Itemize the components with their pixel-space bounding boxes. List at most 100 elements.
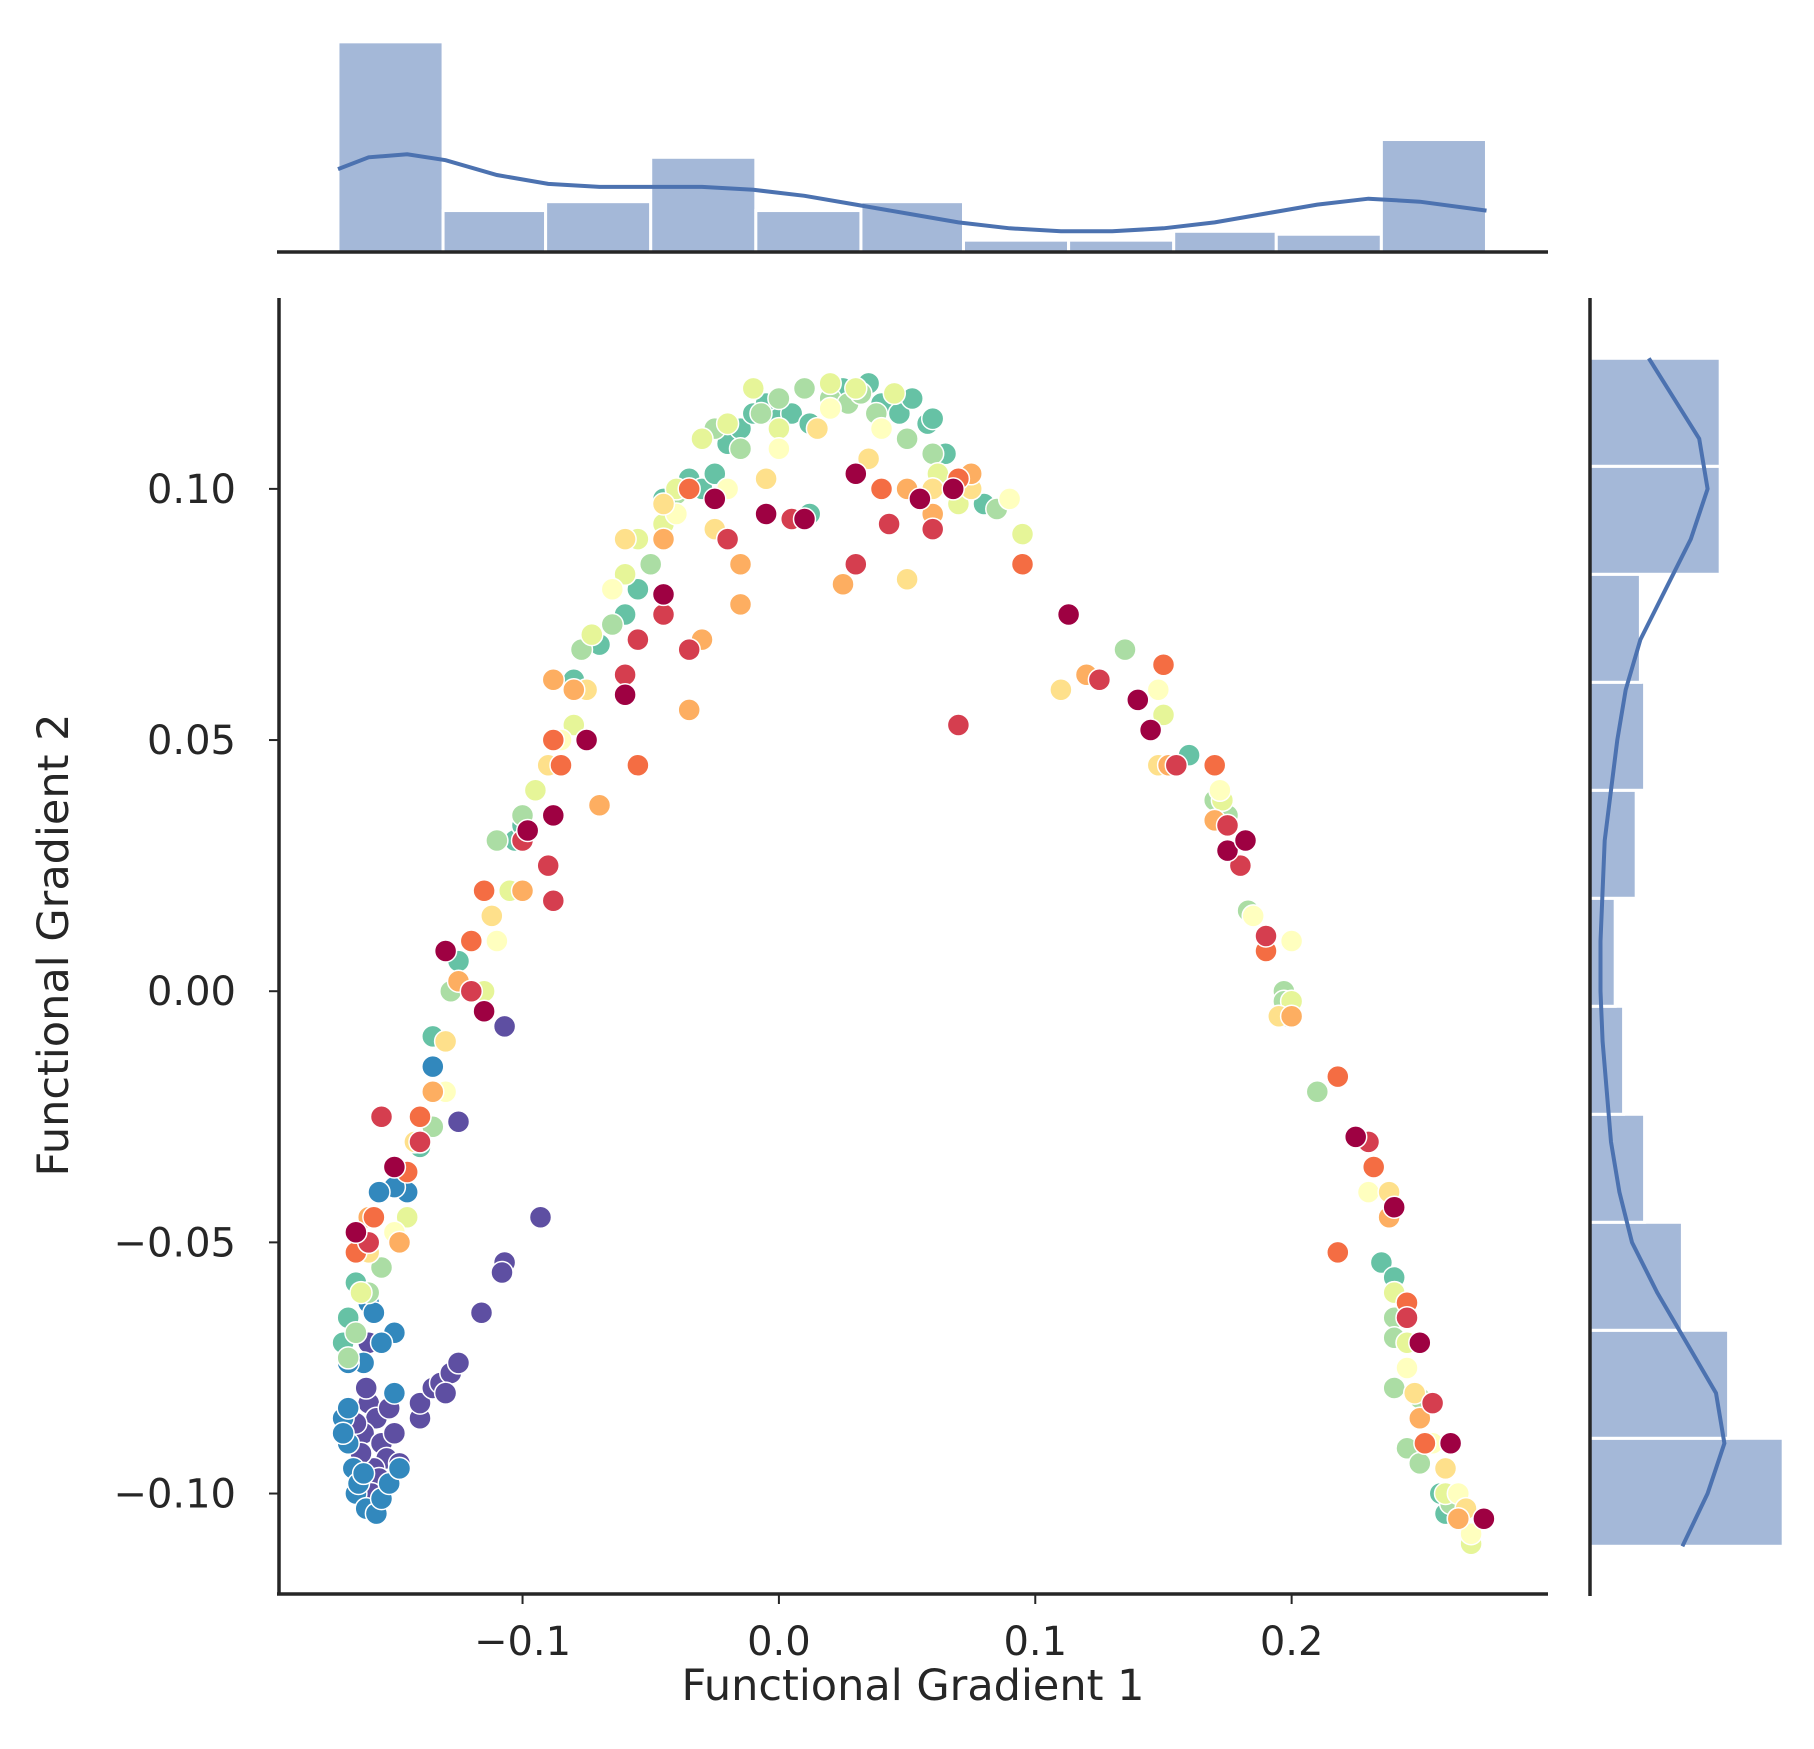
y-tick-label: 0.00 [147, 969, 236, 1015]
scatter-point [1233, 828, 1258, 853]
scatter-point [549, 753, 573, 777]
scatter-point [395, 1205, 419, 1230]
scatter-point [472, 878, 496, 903]
scatter-point [920, 517, 945, 541]
scatter-point [613, 662, 637, 687]
scatter-point [626, 627, 650, 652]
scatter-point [1279, 929, 1304, 953]
scatter-point [844, 462, 868, 486]
scatter-point [485, 828, 509, 853]
scatter-point [941, 477, 965, 501]
scatter-point [459, 979, 484, 1003]
x-tick-labels: −0.1 0.0 0.1 0.2 [474, 1594, 1323, 1665]
scatter-point [433, 939, 458, 963]
scatter-point [613, 562, 637, 587]
scatter-point [715, 411, 740, 436]
scatter-point [908, 487, 932, 511]
scatter-point [767, 416, 791, 441]
scatter-point [920, 406, 945, 431]
scatter-point [1010, 552, 1035, 576]
scatter-point [626, 753, 650, 777]
scatter-point [408, 1105, 432, 1129]
scatter-point [818, 396, 842, 421]
scatter-point [1438, 1431, 1463, 1456]
scatter-point [523, 778, 548, 803]
y-tick-label: −0.05 [113, 1220, 236, 1266]
x-marginal-bars [336, 40, 1488, 254]
x-tick-label: 0.1 [1003, 1619, 1067, 1665]
scatter-point [492, 1014, 517, 1039]
scatter-point [844, 376, 868, 401]
scatter-point [1408, 1451, 1432, 1476]
scatter-point [677, 477, 701, 501]
scatter-point [1326, 1064, 1350, 1089]
scatter-point [651, 492, 676, 516]
scatter-point [651, 602, 676, 627]
scatter-point [920, 441, 945, 466]
scatter-point [638, 552, 663, 576]
scatter-point [369, 1105, 394, 1129]
scatter-point [446, 1110, 471, 1134]
scatter-point [895, 567, 919, 592]
scatter-point [362, 1205, 386, 1230]
scatter-point [382, 1421, 407, 1446]
scatter-point [1126, 688, 1150, 712]
scatter-point [754, 502, 778, 526]
scatter-point [1254, 924, 1278, 948]
scatter-point [677, 698, 701, 722]
scatter-point [1113, 637, 1137, 662]
scatter-point [1408, 1331, 1432, 1355]
scatter-point [369, 1255, 394, 1280]
x-marginal-bar [1274, 232, 1383, 254]
y-tick-label: 0.05 [147, 718, 236, 764]
scatter-point [1408, 1406, 1432, 1430]
y-tick-label: 0.10 [147, 467, 236, 513]
scatter-point [469, 1300, 494, 1325]
scatter-point [792, 507, 817, 531]
scatter-point [387, 1230, 412, 1255]
scatter-point [351, 1461, 376, 1486]
x-marginal-bar [544, 200, 653, 254]
scatter-point [485, 929, 509, 953]
scatter-point [767, 436, 791, 461]
scatter-point [344, 1220, 368, 1245]
x-tick-label: 0.0 [747, 1619, 811, 1665]
x-marginal-bar [649, 155, 758, 254]
scatter-point [480, 904, 504, 928]
scatter-point [1343, 1125, 1368, 1149]
scatter-point [1382, 1195, 1406, 1219]
scatter-point [1087, 668, 1112, 692]
scatter-point [818, 371, 842, 396]
scatter-point [1228, 853, 1253, 878]
scatter-point [749, 401, 773, 426]
x-tick-label: −0.1 [474, 1619, 571, 1665]
scatter-point [1241, 904, 1265, 928]
scatter-point [946, 713, 971, 737]
scatter-point [1202, 753, 1227, 777]
scatter-points [331, 371, 1496, 1556]
scatter-point [446, 1351, 471, 1375]
scatter-point [536, 853, 560, 878]
scatter-point [1146, 678, 1171, 702]
scatter-point [844, 552, 868, 576]
scatter-point [613, 683, 637, 707]
scatter-point [626, 577, 650, 602]
y-marginal-histogram [1588, 298, 1785, 1596]
scatter-point [459, 929, 484, 953]
x-tick-label: 0.2 [1260, 1619, 1324, 1665]
scatter-point [421, 1054, 445, 1079]
scatter-point [1305, 1079, 1330, 1104]
scatter-point [382, 1155, 407, 1179]
scatter-point [703, 487, 727, 511]
scatter-point [792, 376, 817, 401]
scatter-point [1356, 1180, 1381, 1204]
scatter-point [1369, 1250, 1394, 1275]
scatter-point [1402, 1381, 1427, 1405]
scatter-point [387, 1456, 412, 1481]
scatter-point [1208, 778, 1232, 803]
scatter-point [882, 381, 907, 406]
scatter-point [805, 416, 830, 441]
y-marginal-kde-curve [1598, 357, 1727, 1548]
scatter-point [562, 713, 586, 737]
scatter-point [1151, 652, 1176, 677]
